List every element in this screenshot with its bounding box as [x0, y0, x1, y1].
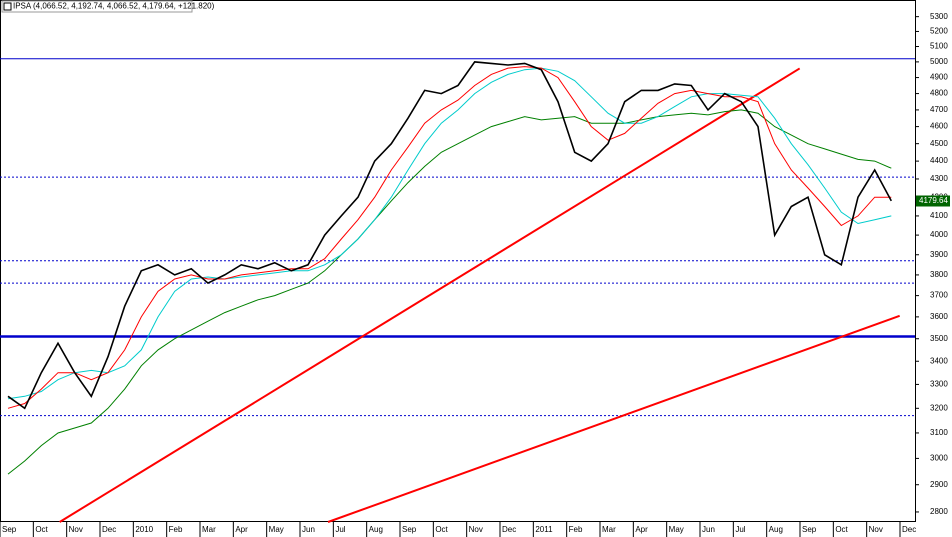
x-tick-label: Mar	[202, 525, 216, 534]
x-tick-label: Jul	[335, 525, 345, 534]
x-tick-label: Dec	[902, 525, 916, 534]
y-tick-label: 3800	[930, 270, 948, 279]
x-tick-label: May	[269, 525, 284, 534]
y-tick-label: 4500	[930, 139, 948, 148]
y-axis-strip	[916, 0, 952, 537]
last-price-label: 4179.64	[919, 196, 948, 205]
y-tick-label: 5200	[930, 27, 948, 36]
x-tick-label: Oct	[835, 525, 848, 534]
x-tick-label: May	[669, 525, 684, 534]
y-tick-label: 3400	[930, 356, 948, 365]
series-line	[7, 61, 893, 410]
trend-line	[59, 67, 801, 523]
y-tick-label: 5000	[930, 57, 948, 66]
x-tick-label: Sep	[802, 525, 817, 534]
title-box	[1, 0, 193, 13]
x-tick-label: Mar	[602, 525, 616, 534]
x-tick-label: Sep	[2, 525, 17, 534]
y-tick-label: 4800	[930, 89, 948, 98]
x-tick-label: Nov	[469, 525, 483, 534]
y-tick-label: 3600	[930, 312, 948, 321]
y-tick-label: 4300	[930, 174, 948, 183]
y-tick-label: 4900	[930, 73, 948, 82]
x-tick-label: 2010	[135, 525, 153, 534]
series-line	[7, 66, 892, 409]
x-tick-label: Apr	[635, 525, 648, 534]
x-tick-label: Jun	[302, 525, 315, 534]
title-icon	[3, 2, 12, 11]
series-line	[7, 109, 892, 475]
x-tick-label: Apr	[235, 525, 248, 534]
x-tick-label: Jul	[735, 525, 745, 534]
plot-area	[0, 58, 915, 523]
y-tick-label: 3200	[930, 403, 948, 412]
y-tick-label: 2800	[930, 507, 948, 516]
x-tick-label: Jun	[702, 525, 715, 534]
y-tick-label: 3300	[930, 380, 948, 389]
x-tick-label: Sep	[402, 525, 417, 534]
y-tick-label: 4600	[930, 122, 948, 131]
y-tick-label: 3100	[930, 428, 948, 437]
x-tick-label: Nov	[869, 525, 883, 534]
y-tick-label: 2900	[930, 480, 948, 489]
x-tick-label: Dec	[502, 525, 516, 534]
x-tick-label: Aug	[769, 525, 783, 534]
chart-title: IPSA (4,066.52, 4,192.74, 4,066.52, 4,17…	[13, 2, 215, 11]
x-tick-label: Aug	[369, 525, 383, 534]
y-tick-label: 5100	[930, 42, 948, 51]
y-tick-label: 4700	[930, 105, 948, 114]
y-tick-label: 3000	[930, 454, 948, 463]
y-tick-label: 3500	[930, 334, 948, 343]
y-tick-label: 3900	[930, 250, 948, 259]
trend-line	[327, 314, 901, 523]
x-tick-label: Feb	[169, 525, 183, 534]
x-tick-label: Oct	[435, 525, 448, 534]
x-tick-label: Feb	[569, 525, 583, 534]
x-tick-label: 2011	[535, 525, 553, 534]
y-tick-label: 3700	[930, 291, 948, 300]
x-tick-label: Oct	[35, 525, 48, 534]
x-tick-label: Nov	[69, 525, 83, 534]
y-tick-label: 5300	[930, 12, 948, 21]
x-tick-label: Dec	[102, 525, 116, 534]
series-line	[7, 67, 892, 400]
y-tick-label: 4100	[930, 211, 948, 220]
y-tick-label: 4400	[930, 156, 948, 165]
y-tick-label: 4000	[930, 230, 948, 239]
last-price-box	[916, 195, 950, 207]
